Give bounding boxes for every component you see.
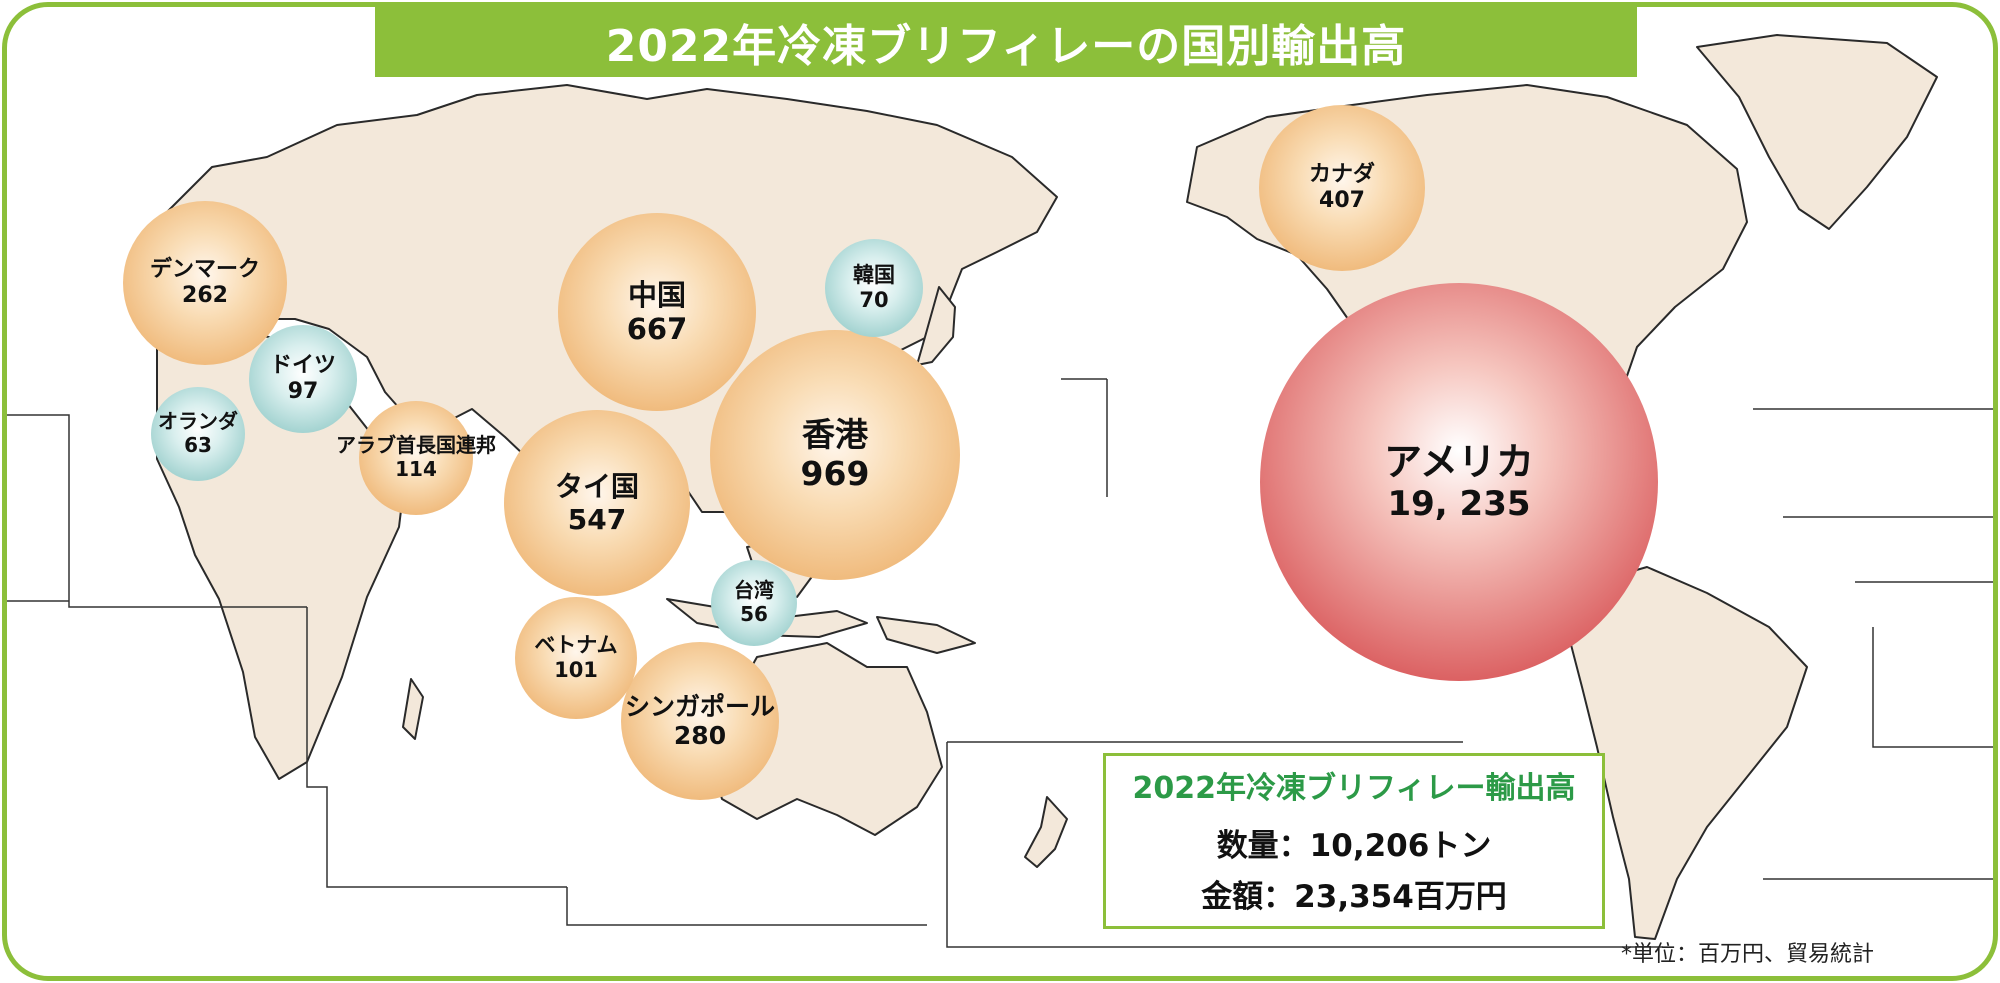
bubble-label: 香港 (802, 415, 868, 455)
bubble-label: オランダ (158, 409, 238, 434)
bubble-label: 韓国 (853, 263, 895, 288)
bubble-label: アラブ首長国連邦 (336, 433, 496, 458)
page-title: 2022年冷凍ブリフィレーの国別輸出高 (605, 21, 1407, 72)
bubble-label: ベトナム (534, 633, 618, 658)
bubble-usa: アメリカ 19, 235 (1260, 283, 1658, 681)
bubble-korea: 韓国 70 (825, 239, 923, 337)
greenland-landmass (1696, 34, 1938, 230)
bubble-value: 114 (395, 457, 437, 481)
bubble-netherlands: オランダ 63 (151, 387, 245, 481)
bubble-value: 70 (859, 288, 889, 312)
bubble-singapore: シンガポール 280 (621, 642, 779, 800)
bubble-value: 969 (800, 454, 870, 493)
japan-island (916, 286, 956, 366)
bubble-vietnam: ベトナム 101 (515, 597, 637, 719)
summary-box: 2022年冷凍ブリフィレー輸出高 数量：10,206トン 金額：23,354百万… (1103, 753, 1605, 929)
bubble-canada: カナダ 407 (1259, 105, 1425, 271)
bubble-value: 63 (184, 433, 212, 457)
summary-quantity: 数量：10,206トン (1216, 828, 1492, 864)
new-guinea-island (876, 616, 976, 654)
bubble-label: タイ国 (554, 469, 639, 503)
bubble-label: アメリカ (1383, 439, 1535, 484)
bubble-value: 97 (287, 379, 319, 404)
south-america-landmass (1568, 566, 1808, 940)
source-note: *単位：百万円、貿易統計 (1621, 942, 1875, 967)
bubble-label: カナダ (1308, 162, 1375, 188)
bubble-china: 中国 667 (558, 213, 756, 411)
bubble-value: 262 (182, 283, 228, 308)
bubble-value: 280 (673, 721, 727, 750)
bubble-value: 667 (626, 312, 688, 346)
bubble-value: 547 (567, 503, 627, 536)
bubble-hong-kong: 香港 969 (710, 330, 960, 580)
bubble-value: 56 (740, 602, 768, 626)
bubble-value: 19, 235 (1387, 484, 1531, 525)
madagascar-island (402, 678, 424, 740)
new-zealand-islands (1024, 796, 1068, 868)
bubble-value: 101 (554, 658, 598, 682)
bubble-value: 407 (1319, 188, 1365, 213)
world-map (7, 34, 1993, 948)
bubble-germany: ドイツ 97 (249, 325, 357, 433)
bubble-label: シンガポール (624, 691, 775, 721)
bubble-thailand: タイ国 547 (504, 410, 690, 596)
summary-title: 2022年冷凍ブリフィレー輸出高 (1132, 771, 1576, 806)
bubble-label: ドイツ (269, 353, 336, 379)
bubble-label: 台湾 (734, 578, 774, 603)
bubble-taiwan: 台湾 56 (711, 560, 797, 646)
bubble-uae: アラブ首長国連邦 114 (336, 401, 496, 515)
bubble-denmark: デンマーク 262 (123, 201, 287, 365)
bubble-label: デンマーク (149, 257, 260, 283)
title-banner: 2022年冷凍ブリフィレーの国別輸出高 (375, 7, 1637, 77)
summary-amount: 金額：23,354百万円 (1201, 879, 1507, 915)
bubble-label: 中国 (627, 277, 686, 312)
